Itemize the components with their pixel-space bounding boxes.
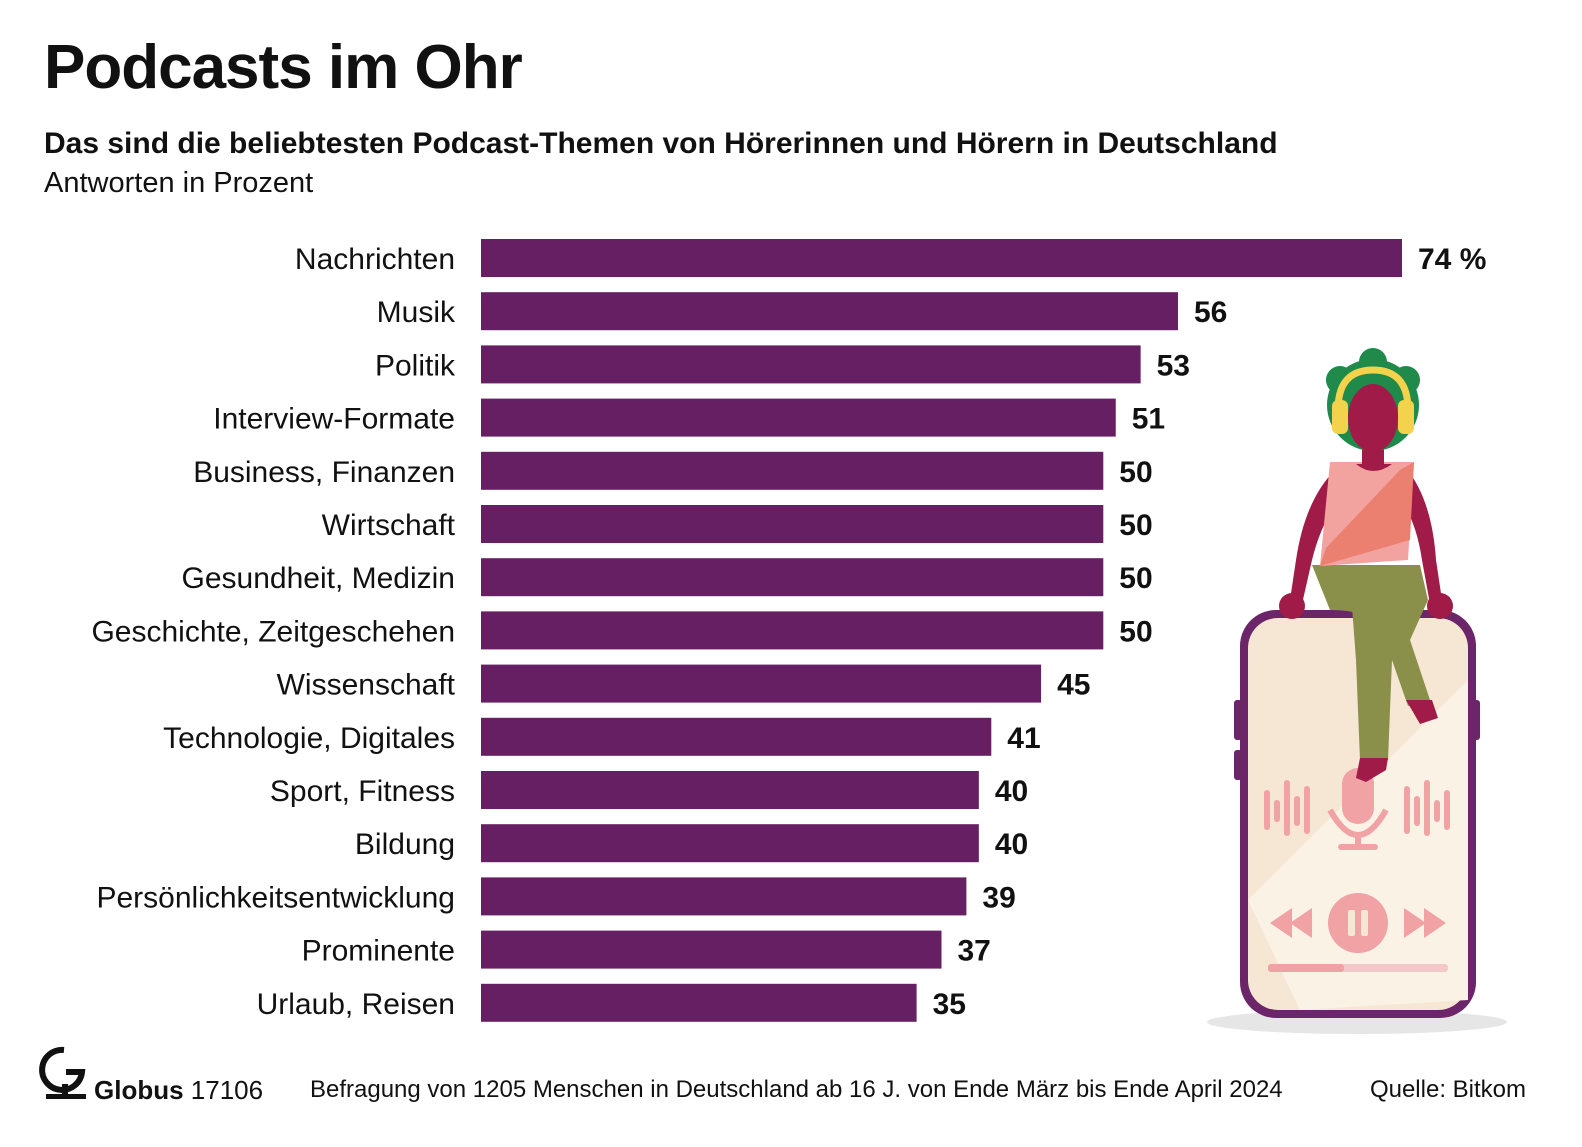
phone-illustration [1207,348,1507,1034]
bar-2 [481,345,1141,384]
brand-name: Globus [94,1075,184,1105]
category-label: Politik [375,349,456,382]
category-label: Wirtschaft [322,509,456,542]
value-label: 41 [1007,722,1040,755]
headphones-icon [1334,366,1412,411]
bars-group: Nachrichten 74 % Musik 56 Politik 53 Interview… [91,239,1486,1022]
unit-label: Antworten in Prozent [44,167,314,199]
pause-button-icon [1328,893,1388,953]
bar-0 [481,239,1402,277]
bar-6 [481,558,1104,597]
value-label: 50 [1119,509,1152,542]
bar-3 [481,398,1116,437]
footer-source: Quelle: Bitkom [1369,1076,1526,1103]
bar-12 [481,877,967,916]
category-label: Bildung [355,828,455,861]
bar-7 [481,611,1104,650]
value-label: 50 [1119,562,1152,595]
category-label: Gesundheit, Medizin [182,562,456,595]
value-label: 40 [995,775,1028,808]
chart-title: Podcasts im Ohr [44,33,523,102]
bar-4 [481,451,1104,490]
category-label: Interview-Formate [213,403,455,436]
bar-10 [481,771,979,809]
category-label: Sport, Fitness [270,775,455,808]
globus-logo-icon [39,1046,86,1099]
fast-forward-icon [1404,908,1446,938]
value-label: 50 [1119,615,1152,648]
bar-14 [481,983,917,1022]
value-label: 40 [995,828,1028,861]
value-label: 50 [1119,456,1152,489]
progress-fill [1268,964,1344,972]
category-label: Musik [377,296,456,329]
bar-8 [481,664,1042,703]
bar-1 [481,292,1178,331]
category-label: Technologie, Digitales [163,722,455,755]
value-label: 35 [933,988,966,1021]
chart-subtitle: Das sind die beliebtesten Podcast-Themen… [44,127,1278,160]
bar-11 [481,824,979,863]
soundwave-left-icon [1264,780,1310,836]
category-label: Urlaub, Reisen [257,988,455,1021]
category-label: Nachrichten [295,243,455,276]
footer-note: Befragung von 1205 Menschen in Deutschla… [310,1076,1283,1103]
value-label: 39 [982,881,1015,914]
footer-brand: Globus 17106 [94,1074,263,1108]
value-label: 56 [1194,296,1227,329]
category-label: Wissenschaft [277,669,456,702]
graphic-number: 17106 [190,1075,264,1105]
bar-9 [481,717,992,756]
value-label: 74 % [1418,243,1486,276]
value-label: 51 [1132,403,1165,436]
bar-13 [481,930,942,969]
value-label: 45 [1057,669,1090,702]
category-label: Prominente [302,935,455,968]
rewind-icon [1270,908,1312,938]
category-label: Geschichte, Zeitgeschehen [91,615,455,648]
category-label: Persönlichkeitsentwicklung [96,881,455,914]
value-label: 37 [958,935,991,968]
category-label: Business, Finanzen [193,456,455,489]
bar-5 [481,505,1104,543]
person-illustration [1279,348,1453,782]
value-label: 53 [1157,349,1190,382]
soundwave-right-icon [1404,780,1450,836]
